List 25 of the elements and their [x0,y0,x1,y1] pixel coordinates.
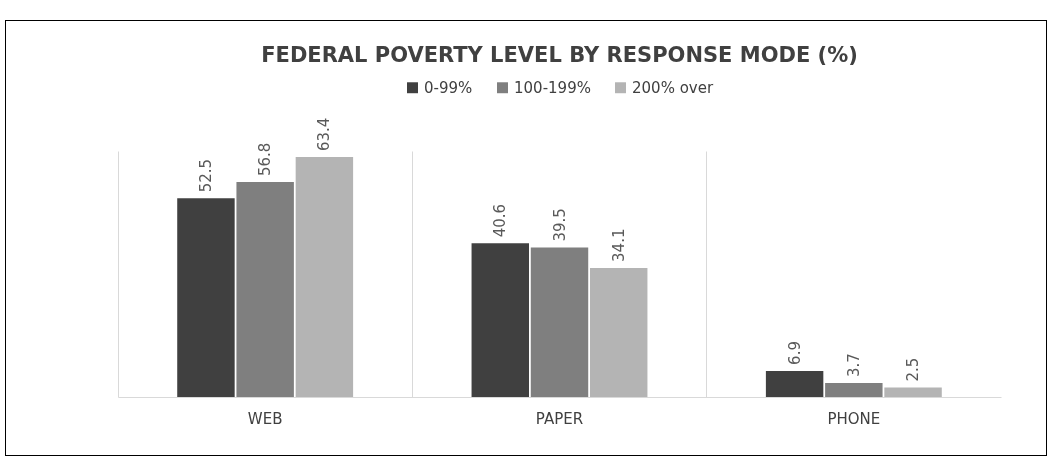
data-label: 39.5 [550,208,569,242]
bar [825,383,883,397]
data-label: 63.4 [315,117,334,152]
bar [590,267,648,397]
x-tick-label: WEB [247,409,283,428]
bar [471,243,529,397]
data-label: 34.1 [609,228,628,262]
bar [236,182,294,397]
x-tick-label: PAPER [535,409,584,428]
data-label: 40.6 [491,203,510,238]
legend-label: 200% over [632,78,714,97]
bar [884,387,942,397]
bar [530,247,589,397]
x-tick-label: PHONE [827,409,881,428]
data-label: 56.8 [256,142,275,177]
bar [765,370,824,397]
data-label: 6.9 [785,341,804,365]
bar [177,198,235,397]
data-label: 52.5 [196,158,215,193]
legend-label: 0-99% [424,78,473,97]
bar [295,157,354,397]
chart-title: FEDERAL POVERTY LEVEL BY RESPONSE MODE (%) [261,43,858,67]
data-label: 2.5 [904,357,923,382]
legend-label: 100-199% [514,78,591,97]
data-label: 3.7 [844,353,863,377]
